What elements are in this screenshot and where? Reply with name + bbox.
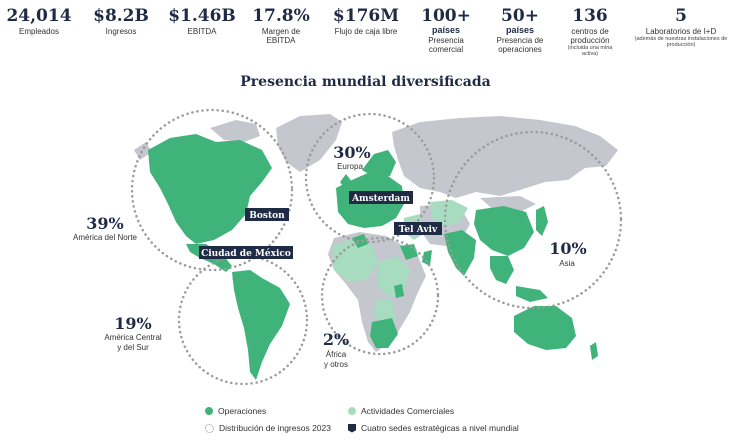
hq-marker-icon bbox=[348, 423, 356, 433]
stats-strip: 24,014 Empleados $8.2B Ingresos $1.46B E… bbox=[0, 0, 731, 70]
region-label-africa-2: y otros bbox=[324, 360, 348, 369]
stat-label: Flujo de caja libre bbox=[334, 27, 398, 36]
stat-employees: 24,014 Empleados bbox=[4, 6, 74, 36]
city-tag-tel-aviv: Tel Aviv bbox=[394, 222, 442, 235]
city-tag-amsterdam: Amsterdam bbox=[349, 191, 413, 204]
stat-revenue: $8.2B Ingresos bbox=[88, 6, 154, 36]
stat-rd-labs: 5 Laboratorios de I+D (además de nuestra… bbox=[634, 6, 728, 48]
city-tag-boston: Boston bbox=[245, 208, 289, 221]
stat-value: 136 bbox=[572, 6, 608, 26]
stat-commercial-presence: 100+ países Presencia comercial bbox=[416, 6, 476, 54]
city-label-boston: Boston bbox=[249, 211, 285, 221]
region-label-asia: Asia bbox=[559, 259, 575, 268]
legend-label: Actividades Comerciales bbox=[361, 406, 455, 416]
legend-operations: Operaciones bbox=[205, 406, 266, 416]
legend-label: Operaciones bbox=[218, 406, 267, 416]
stat-value: 5 bbox=[675, 6, 687, 26]
region-pct-latam: 19% bbox=[114, 314, 151, 333]
stat-value: $8.2B bbox=[93, 6, 149, 26]
city-tag-mexico-city: Ciudad de México bbox=[199, 246, 293, 259]
ring-north-america bbox=[130, 108, 294, 272]
region-label-europe: Europa bbox=[337, 162, 363, 171]
stat-value: 100+ bbox=[421, 6, 471, 26]
stat-operations-presence: 50+ países Presencia de operaciones bbox=[486, 6, 554, 54]
stat-label: Margen de EBITDA bbox=[261, 27, 301, 45]
stat-label: centros de producción bbox=[570, 27, 610, 45]
region-pct-asia: 10% bbox=[549, 239, 586, 258]
legend-label: Distribución de ingresos 2023 bbox=[219, 423, 331, 433]
legend-headquarters: Cuatro sedes estratégicas a nivel mundia… bbox=[348, 423, 519, 433]
region-label-africa-1: África bbox=[326, 350, 347, 359]
stat-ebitda-margin: 17.8% Margen de EBITDA bbox=[250, 6, 312, 45]
stat-production-centers: 136 centros de producción (incluida una … bbox=[560, 6, 620, 57]
stat-value: 24,014 bbox=[6, 6, 72, 26]
stat-value: $1.46B bbox=[168, 6, 236, 26]
stat-note: (además de nuestras instalaciones de pro… bbox=[634, 36, 728, 48]
stat-label: Presencia de operaciones bbox=[496, 36, 544, 54]
commercial-swatch bbox=[348, 407, 356, 415]
stat-sub: países bbox=[431, 25, 461, 35]
stat-label: Empleados bbox=[18, 27, 60, 36]
city-label-amsterdam: Amsterdam bbox=[351, 194, 410, 204]
legend-revenue-distribution: Distribución de ingresos 2023 bbox=[205, 423, 331, 433]
stat-label: Presencia comercial bbox=[428, 36, 464, 54]
operations-swatch bbox=[205, 407, 213, 415]
stat-value: 50+ bbox=[501, 6, 539, 26]
stat-note: (incluida una mina activa) bbox=[567, 45, 613, 57]
stat-label: Ingresos bbox=[105, 27, 137, 36]
stat-value: $176M bbox=[332, 6, 400, 26]
stat-value: 17.8% bbox=[252, 6, 310, 26]
ring-europe bbox=[304, 112, 436, 244]
map-title: Presencia mundial diversificada bbox=[240, 74, 491, 90]
stat-label: EBITDA bbox=[187, 27, 217, 36]
operations-areas bbox=[148, 134, 598, 380]
region-label-latam-1: América Central bbox=[104, 333, 162, 342]
stat-ebitda: $1.46B EBITDA bbox=[164, 6, 240, 36]
ring-asia bbox=[443, 130, 623, 310]
stat-free-cash-flow: $176M Flujo de caja libre bbox=[324, 6, 408, 36]
region-pct-north-america: 39% bbox=[86, 214, 123, 233]
stat-label: Laboratorios de I+D bbox=[645, 27, 717, 36]
legend-commercial: Actividades Comerciales bbox=[348, 406, 454, 416]
region-label-latam-2: y del Sur bbox=[117, 343, 149, 352]
region-pct-africa: 2% bbox=[323, 330, 349, 349]
stat-sub: países bbox=[505, 25, 535, 35]
world-map: 39% América del Norte 30% Europa 10% Asi… bbox=[73, 108, 623, 386]
legend-label: Cuatro sedes estratégicas a nivel mundia… bbox=[361, 423, 519, 433]
city-label-mexico-city: Ciudad de México bbox=[201, 248, 291, 259]
ring-africa bbox=[320, 236, 440, 356]
region-label-north-america: América del Norte bbox=[73, 233, 138, 242]
dotted-ring-icon bbox=[205, 423, 214, 433]
city-label-tel-aviv: Tel Aviv bbox=[399, 225, 438, 235]
region-pct-europe: 30% bbox=[333, 143, 370, 162]
